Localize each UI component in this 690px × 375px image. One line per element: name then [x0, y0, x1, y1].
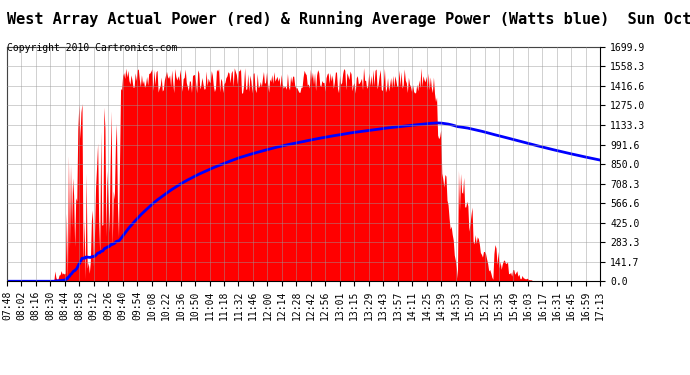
Text: Copyright 2010 Cartronics.com: Copyright 2010 Cartronics.com: [7, 43, 177, 53]
Text: West Array Actual Power (red) & Running Average Power (Watts blue)  Sun Oct 31 1: West Array Actual Power (red) & Running …: [7, 11, 690, 27]
